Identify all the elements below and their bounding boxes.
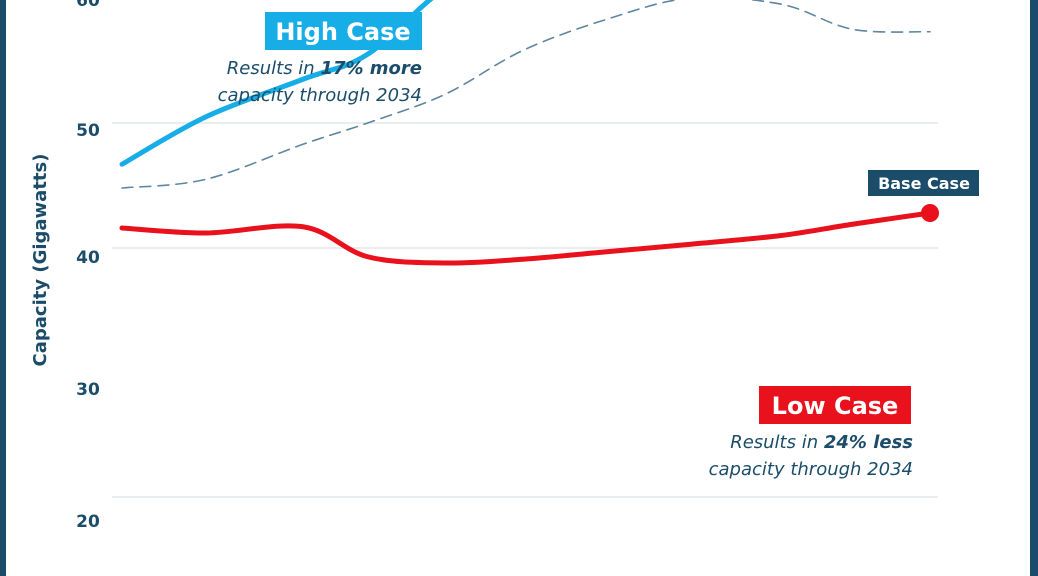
y-axis-title: Capacity (Gigawatts) (30, 154, 51, 367)
low-case-end-point (921, 204, 939, 222)
base-case-label: Base Case (878, 174, 970, 193)
high-case-tag-bg (265, 12, 422, 50)
low-case-tag: Low Case (759, 386, 911, 424)
low-case-line (119, 210, 933, 266)
low-note-pre: Results in (730, 432, 824, 453)
high-note-pre: Results in (226, 58, 321, 79)
low-case-note: Results in 24% less capacity through 203… (600, 429, 913, 483)
low-case-label: Low Case (772, 392, 899, 420)
low-case-tag-bg (759, 386, 911, 424)
series-lines (119, 0, 939, 266)
high-note-bold: 17% more (320, 58, 422, 79)
high-case-line (119, 0, 434, 167)
base-case-tag: Base Case (868, 170, 979, 196)
base-case-tag-bg (868, 170, 979, 196)
low-note-bold: 24% less (823, 432, 913, 453)
low-case-note-line2: capacity through 2034 (708, 459, 913, 480)
high-case-label: High Case (275, 18, 410, 46)
y-tick-label: 60 (76, 0, 100, 11)
chart-panel (6, 0, 1030, 576)
base-case-line (121, 0, 931, 189)
y-tick-label: 50 (76, 121, 100, 141)
y-tick-label: 20 (76, 512, 100, 532)
y-tick-label: 40 (76, 248, 100, 268)
gridlines (112, 122, 938, 498)
low-case-note-line1: Results in 24% less (600, 429, 913, 456)
high-case-note-line1: Results in 17% more (130, 55, 422, 82)
y-axis-ticks: 20 30 40 50 60 (76, 0, 100, 532)
high-case-note: Results in 17% more capacity through 203… (130, 55, 422, 109)
y-tick-label: 30 (76, 380, 100, 400)
high-case-note-line2: capacity through 2034 (217, 85, 422, 106)
high-case-tag: High Case (265, 12, 422, 50)
